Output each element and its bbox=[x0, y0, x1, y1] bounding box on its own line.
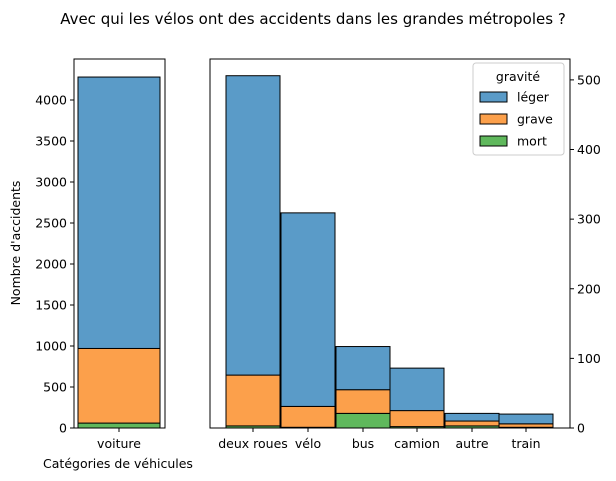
y-tick-label-left-8: 4000 bbox=[35, 93, 67, 108]
bar-right-camion-léger bbox=[389, 367, 445, 412]
x-axis-label: Catégories de véhicules bbox=[43, 456, 193, 471]
bar-left-voiture-mort bbox=[77, 422, 161, 429]
bar-right-train-grave bbox=[498, 423, 554, 428]
y-tick-label-left-2: 1000 bbox=[35, 339, 67, 354]
bar-right-camion-grave bbox=[389, 410, 445, 428]
bar-right-bus-mort bbox=[335, 412, 391, 429]
x-tick-label-right-5: train bbox=[511, 436, 540, 451]
x-tick-label-right-2: bus bbox=[352, 436, 374, 451]
legend-swatch-léger bbox=[479, 91, 508, 103]
x-tick-label-right-3: camion bbox=[394, 436, 440, 451]
y-tick-label-left-6: 3000 bbox=[35, 175, 67, 190]
y-tick-label-left-5: 2500 bbox=[35, 216, 67, 231]
legend-swatch-mort bbox=[479, 135, 508, 147]
bar-right-train-léger bbox=[498, 413, 554, 425]
y-tick-label-left-3: 1500 bbox=[35, 298, 67, 313]
bar-right-autre-léger bbox=[444, 412, 500, 422]
bar-right-deux-roues-grave bbox=[225, 374, 281, 427]
y-tick-label-left-0: 0 bbox=[59, 421, 67, 436]
legend-label-léger: léger bbox=[517, 90, 550, 105]
legend-label-grave: grave bbox=[517, 112, 553, 127]
x-tick-label-left-0: voiture bbox=[97, 436, 141, 451]
legend-label-mort: mort bbox=[517, 134, 547, 149]
y-tick-label-left-7: 3500 bbox=[35, 134, 67, 149]
y-tick-label-right-2: 200 bbox=[577, 281, 601, 296]
x-tick-label-right-4: autre bbox=[455, 436, 488, 451]
y-tick-label-right-1: 100 bbox=[577, 351, 601, 366]
axes-frame-left bbox=[73, 58, 166, 429]
bar-right-bus-léger bbox=[335, 346, 391, 391]
x-tick-label-right-1: vélo bbox=[295, 436, 321, 451]
bar-left-voiture-grave bbox=[77, 347, 161, 424]
y-tick-label-right-0: 0 bbox=[577, 421, 585, 436]
chart-title: Avec qui les vélos ont des accidents dan… bbox=[60, 10, 566, 28]
bar-right-bus-grave bbox=[335, 389, 391, 414]
plot-area: voiture05001000150020002500300035004000d… bbox=[35, 58, 601, 451]
legend-title: gravité bbox=[496, 69, 541, 84]
legend-box bbox=[472, 62, 565, 156]
legend-swatch-grave bbox=[479, 113, 508, 125]
y-tick-label-left-1: 500 bbox=[43, 380, 67, 395]
y-tick-label-right-3: 300 bbox=[577, 212, 601, 227]
axes-frame-right bbox=[209, 58, 571, 429]
y-tick-label-right-4: 400 bbox=[577, 142, 601, 157]
bar-right-autre-grave bbox=[444, 420, 500, 427]
bar-right-vélo-léger bbox=[280, 212, 336, 407]
bar-right-vélo-grave bbox=[280, 405, 336, 428]
y-tick-label-left-4: 2000 bbox=[35, 257, 67, 272]
y-tick-label-right-5: 500 bbox=[577, 72, 601, 87]
bar-right-deux-roues-léger bbox=[225, 75, 281, 376]
x-tick-label-right-0: deux roues bbox=[218, 436, 288, 451]
bar-left-voiture-léger bbox=[77, 76, 161, 349]
legend: gravité léger grave mort bbox=[472, 62, 565, 156]
y-axis-label: Nombre d'accidents bbox=[8, 181, 23, 306]
